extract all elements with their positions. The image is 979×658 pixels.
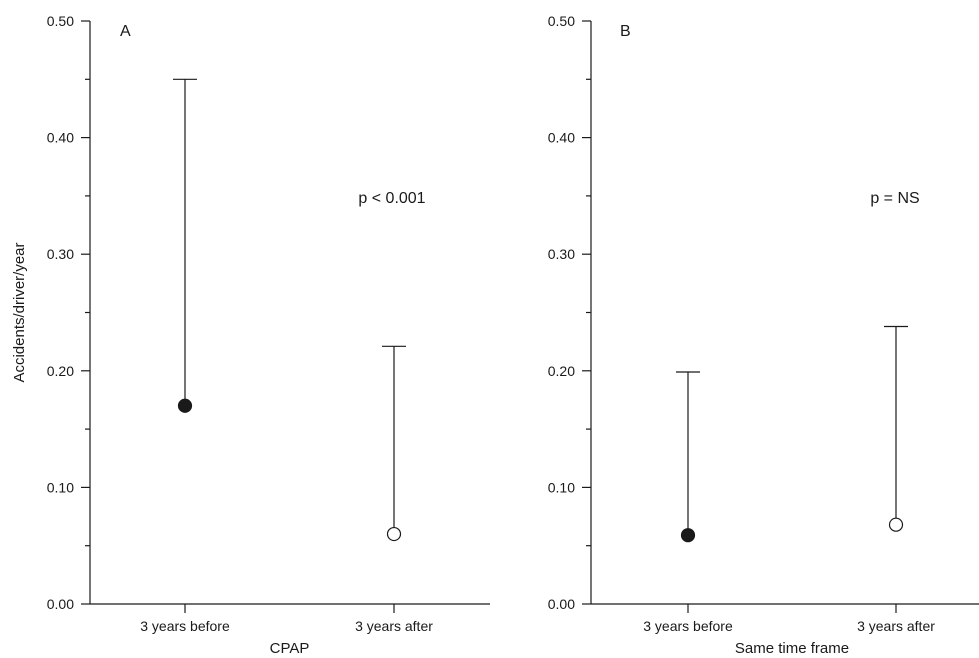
- x-axis-label: CPAP: [270, 640, 310, 657]
- panel-a: 0.00 0.10 0.20 0.30 0.40 0.50 3 years before 3 …: [11, 13, 490, 657]
- y-tick-label: 0.20: [548, 363, 575, 379]
- y-axis-label: Accidents/driver/year: [11, 242, 28, 382]
- data-point-filled: [177, 398, 193, 413]
- panel-b: 0.00 0.10 0.20 0.30 0.40 0.50 3 years before 3 …: [548, 13, 979, 657]
- p-value-annotation: p = NS: [870, 190, 919, 207]
- x-tick-label: 3 years before: [643, 618, 733, 634]
- y-tick-label: 0.10: [47, 479, 74, 495]
- data-point-filled: [680, 528, 696, 543]
- y-tick-label: 0.10: [548, 479, 575, 495]
- data-point-open: [888, 517, 904, 532]
- y-tick-label: 0.50: [548, 13, 575, 29]
- x-axis-label: Same time frame: [735, 640, 849, 657]
- y-tick-label: 0.00: [548, 596, 575, 612]
- panel-letter: A: [120, 23, 131, 40]
- y-tick-label: 0.40: [548, 130, 575, 146]
- p-value-annotation: p < 0.001: [358, 190, 425, 207]
- y-tick-label: 0.20: [47, 363, 74, 379]
- y-tick-label: 0.50: [47, 13, 74, 29]
- x-tick-label: 3 years after: [355, 618, 433, 634]
- y-tick-label: 0.00: [47, 596, 74, 612]
- y-tick-label: 0.30: [47, 246, 74, 262]
- data-point-open: [386, 526, 402, 542]
- y-tick-label: 0.30: [548, 246, 575, 262]
- x-tick-label: 3 years after: [857, 618, 935, 634]
- x-tick-label: 3 years before: [140, 618, 230, 634]
- y-tick-label: 0.40: [47, 130, 74, 146]
- panel-letter: B: [620, 23, 631, 40]
